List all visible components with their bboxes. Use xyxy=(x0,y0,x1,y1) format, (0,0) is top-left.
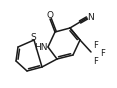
Text: F: F xyxy=(101,49,105,59)
Text: N: N xyxy=(87,12,93,21)
Text: F: F xyxy=(94,42,98,51)
Text: HN: HN xyxy=(34,43,48,53)
Text: S: S xyxy=(30,34,36,43)
Text: F: F xyxy=(94,57,98,67)
Text: O: O xyxy=(46,12,53,21)
